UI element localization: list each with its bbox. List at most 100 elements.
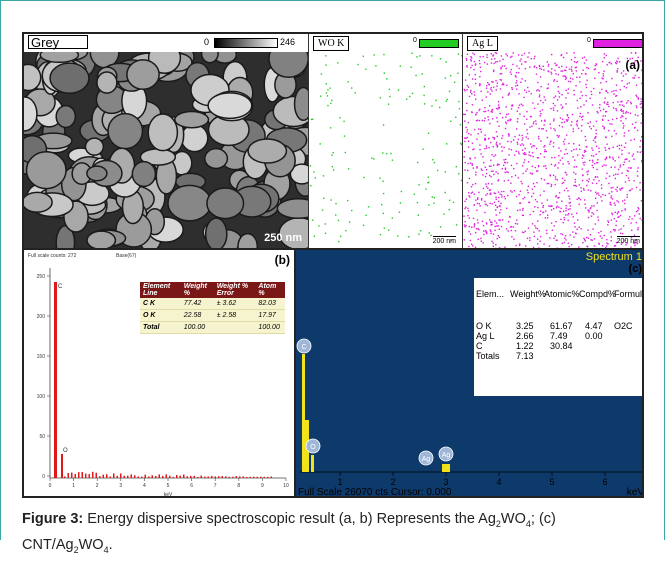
ag-map-pixel <box>610 231 612 233</box>
ag-map-pixel <box>469 158 471 160</box>
ag-map-pixel <box>623 132 626 134</box>
ag-map-pixel <box>550 53 553 56</box>
ag-map-pixel <box>501 194 503 196</box>
ag-map-pixel <box>548 245 551 247</box>
wo-map-pixel <box>325 82 327 85</box>
ag-map-pixel <box>592 155 595 157</box>
panel-b-noise <box>267 476 269 478</box>
ag-map-pixel <box>554 183 556 186</box>
ag-map-pixel <box>467 207 469 210</box>
ag-map-pixel <box>474 182 477 185</box>
ag-map-pixel <box>546 232 548 235</box>
ag-map-pixel <box>597 112 599 114</box>
ag-map-pixel <box>476 202 479 205</box>
panel-b-noise <box>218 476 220 478</box>
ag-map-pixel <box>490 58 493 61</box>
ag-map-pixel <box>640 60 642 62</box>
ag-map-pixel <box>582 69 584 72</box>
ag-map-pixel <box>551 229 554 231</box>
ag-map-pixel <box>579 81 581 83</box>
ag-map-pixel <box>534 65 536 67</box>
ag-map-pixel <box>500 225 503 228</box>
ag-map-pixel <box>491 154 493 156</box>
ag-map-pixel <box>541 109 544 111</box>
ag-map-pixel <box>606 242 608 244</box>
ag-map-pixel <box>594 77 596 80</box>
ag-map-pixel <box>492 69 495 71</box>
sem-scale-bar: 250 nm <box>264 232 302 244</box>
table-cell: ± 3.62 <box>213 298 256 310</box>
ag-map-pixel <box>560 104 562 106</box>
ag-map-pixel <box>573 166 575 168</box>
ag-map-pixel <box>463 88 466 91</box>
ag-map-pixel <box>536 170 539 172</box>
ag-map-pixel <box>546 87 548 90</box>
ag-map-pixel <box>501 65 504 67</box>
ag-map-pixel <box>567 80 570 83</box>
ag-map-pixel <box>490 224 492 226</box>
ag-map-pixel <box>488 146 490 149</box>
wo-map-pixel <box>337 62 339 64</box>
ag-map-pixel <box>576 198 578 201</box>
ag-map-pixel <box>606 143 608 145</box>
ag-map-pixel <box>485 84 488 87</box>
panel-c-xlabel: keV <box>626 487 644 498</box>
ag-map-pixel <box>467 146 470 148</box>
ag-map-pixel <box>508 92 510 94</box>
ag-map-pixel <box>570 59 573 61</box>
ag-map-pixel <box>519 60 521 62</box>
wo-map-pixel <box>313 235 316 237</box>
sem-grain <box>39 52 80 64</box>
ag-map-pixel <box>515 76 517 78</box>
ag-map-pixel <box>632 153 635 155</box>
ag-map-pixel <box>579 198 582 201</box>
ag-map-pixel <box>479 205 481 207</box>
ag-map-pixel <box>578 144 581 146</box>
caption-text: ; (c) CNT/Ag <box>22 511 556 553</box>
ag-map-pixel <box>614 160 616 162</box>
ag-map-pixel <box>565 69 567 72</box>
ag-map-pixel <box>485 172 488 175</box>
ag-map-pixel <box>499 73 501 75</box>
ag-map-pixel <box>612 101 615 104</box>
ag-map-pixel <box>538 165 540 168</box>
ag-map-pixel <box>538 90 541 92</box>
ag-map-pixel <box>561 177 564 180</box>
ag-map-pixel <box>464 89 466 92</box>
wo-map-pixel <box>354 92 356 94</box>
ag-map-pixel <box>641 82 642 85</box>
ag-map-pixel <box>586 179 588 182</box>
ag-map-pixel <box>547 87 549 89</box>
table-cell: 7.49 <box>550 331 568 341</box>
ag-map-pixel <box>641 116 642 118</box>
panel-b-x-tick-label: 7 <box>214 483 217 489</box>
ag-map-pixel <box>546 182 548 185</box>
ag-map-pixel <box>530 115 532 118</box>
ag-map-pixel <box>563 121 566 123</box>
ag-map-pixel <box>466 129 469 131</box>
ag-map-pixel <box>486 56 488 59</box>
ag-map-pixel <box>524 147 526 150</box>
ag-map-pixel <box>556 239 558 241</box>
sem-grain <box>293 86 308 122</box>
ag-map-pixel <box>526 189 529 191</box>
ag-map-pixel <box>616 200 618 202</box>
ag-map-pixel <box>595 120 598 123</box>
ag-map-pixel <box>492 245 495 248</box>
ag-map-pixel <box>636 151 639 153</box>
ag-map-pixel <box>471 164 473 166</box>
ag-map-pixel <box>613 217 616 220</box>
ag-map-pixel <box>574 56 576 59</box>
wo-map-pixel <box>382 124 385 126</box>
ag-map-pixel <box>584 199 586 201</box>
ag-map-pixel <box>628 179 630 182</box>
wo-map-pixel <box>327 104 329 107</box>
panel-b-noise <box>200 475 202 478</box>
wo-map-panel: WO K 0 200 nm <box>308 34 462 248</box>
wo-map-pixel <box>433 161 436 164</box>
wo-map-pixel <box>325 92 328 94</box>
ag-map-pixel <box>570 66 573 68</box>
wo-map-zero: 0 <box>413 37 417 44</box>
ag-map-pixel <box>473 53 476 56</box>
ag-map-pixel <box>635 121 637 124</box>
